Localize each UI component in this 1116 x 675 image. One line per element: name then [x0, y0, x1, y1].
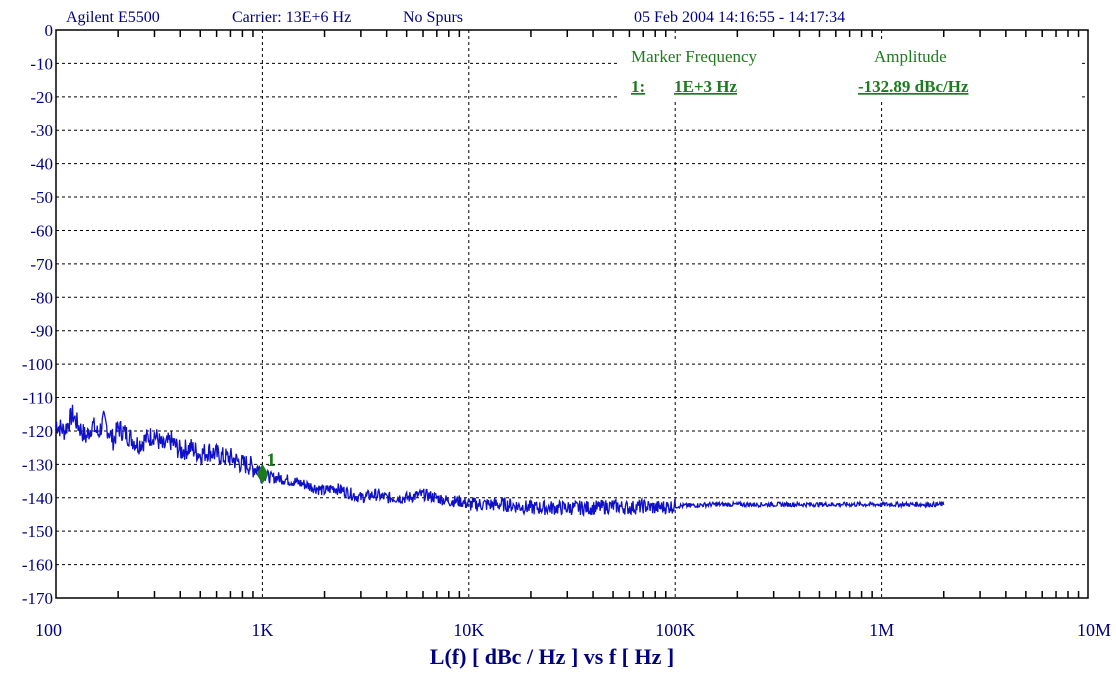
- x-tick-labels: 100 1K 10K 100K 1M 10M: [35, 620, 1111, 640]
- y-tick-label: -20: [30, 88, 53, 107]
- y-tick-label: -170: [22, 589, 53, 608]
- trace-line: [55, 404, 945, 518]
- y-tick-label: -90: [30, 322, 53, 341]
- marker-table: Marker Frequency Amplitude 1: 1E+3 Hz -1…: [620, 42, 1080, 100]
- spurs-label: No Spurs: [403, 9, 463, 26]
- x-tick-label: 1M: [869, 620, 894, 640]
- marker-1-label: 1: [266, 450, 276, 471]
- trace-series: [55, 404, 945, 518]
- y-tick-label: -110: [22, 389, 53, 408]
- x-tick-label: 100: [35, 620, 62, 640]
- y-tick-labels: 0 -10 -20 -30 -40 -50 -60 -70 -80 -90 -100 -110 -120…: [22, 21, 53, 608]
- marker-row-frequency: 1E+3 Hz: [674, 77, 737, 96]
- x-tick-label: 100K: [655, 620, 695, 640]
- y-tick-label: -160: [22, 556, 53, 575]
- amplitude-header: Amplitude: [874, 47, 947, 66]
- marker-frequency-header: Marker Frequency: [631, 47, 758, 66]
- y-tick-label: -10: [30, 54, 53, 73]
- plot-frame: [55, 29, 1089, 599]
- carrier-label: Carrier: 13E+6 Hz: [232, 9, 351, 26]
- y-tick-label: -100: [22, 355, 53, 374]
- y-tick-label: -150: [22, 522, 53, 541]
- y-tick-label: -50: [30, 188, 53, 207]
- x-axis-label: L(f) [ dBc / Hz ] vs f [ Hz ]: [430, 644, 674, 669]
- marker-1-diamond: [256, 464, 269, 485]
- y-tick-label: -40: [30, 155, 53, 174]
- marker-row-index: 1:: [631, 77, 645, 96]
- grid-lines: [56, 30, 1088, 598]
- y-tick-label: -30: [30, 121, 53, 140]
- instrument-label: Agilent E5500: [66, 9, 160, 26]
- marker-layer: 1: [256, 450, 276, 485]
- y-tick-label: -130: [22, 455, 53, 474]
- marker-row-amplitude: -132.89 dBc/Hz: [858, 77, 969, 96]
- x-tick-label: 1K: [251, 620, 273, 640]
- y-tick-label: 0: [45, 21, 54, 40]
- y-tick-label: -80: [30, 288, 53, 307]
- y-tick-label: -60: [30, 221, 53, 240]
- y-tick-label: -120: [22, 422, 53, 441]
- x-tick-label: 10M: [1077, 620, 1111, 640]
- y-tick-label: -70: [30, 255, 53, 274]
- y-tick-label: -140: [22, 489, 53, 508]
- timestamp-label: 05 Feb 2004 14:16:55 - 14:17:34: [634, 9, 845, 26]
- x-tick-label: 10K: [453, 620, 484, 640]
